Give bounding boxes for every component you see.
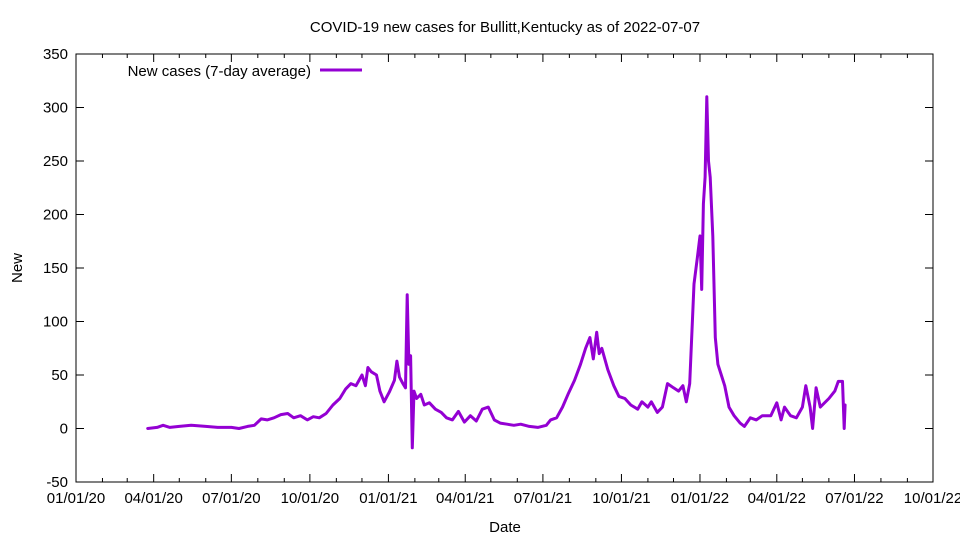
x-tick-label: 01/01/20 <box>47 490 105 507</box>
x-tick-label: 01/01/22 <box>671 490 729 507</box>
y-tick-label: 350 <box>43 46 68 63</box>
y-tick-label: 100 <box>43 314 68 331</box>
x-axis-label: Date <box>489 519 521 536</box>
x-tick-label: 10/01/22 <box>904 490 960 507</box>
x-tick-label: 01/01/21 <box>359 490 417 507</box>
plot-frame <box>75 53 934 483</box>
y-tick-label: 50 <box>51 367 68 384</box>
y-tick-label: 200 <box>43 207 68 224</box>
x-tick-label: 10/01/20 <box>281 490 339 507</box>
x-tick-label: 07/01/22 <box>825 490 883 507</box>
x-tick-label: 10/01/21 <box>592 490 650 507</box>
x-tick-label: 04/01/22 <box>748 490 806 507</box>
legend: New cases (7-day average) <box>128 63 362 80</box>
x-tick-label: 04/01/21 <box>436 490 494 507</box>
y-tick-label: 150 <box>43 260 68 277</box>
y-axis: -50 0 50 100 150 200 250 300 350 <box>43 46 933 491</box>
y-axis-label: New <box>9 253 26 283</box>
x-tick-label: 07/01/20 <box>202 490 260 507</box>
y-tick-label: 300 <box>43 100 68 117</box>
chart-title: COVID-19 new cases for Bullitt,Kentucky … <box>310 19 700 36</box>
x-tick-label: 07/01/21 <box>514 490 572 507</box>
x-axis: 01/01/20 04/01/20 07/01/20 10/01/20 01/01/21… <box>47 54 960 507</box>
x-tick-label: 04/01/20 <box>124 490 182 507</box>
y-tick-label: 0 <box>60 421 68 438</box>
y-tick-label: -50 <box>46 474 68 491</box>
legend-label: New cases (7-day average) <box>128 63 311 80</box>
y-tick-label: 250 <box>43 153 68 170</box>
series-line-new-cases <box>146 95 847 450</box>
